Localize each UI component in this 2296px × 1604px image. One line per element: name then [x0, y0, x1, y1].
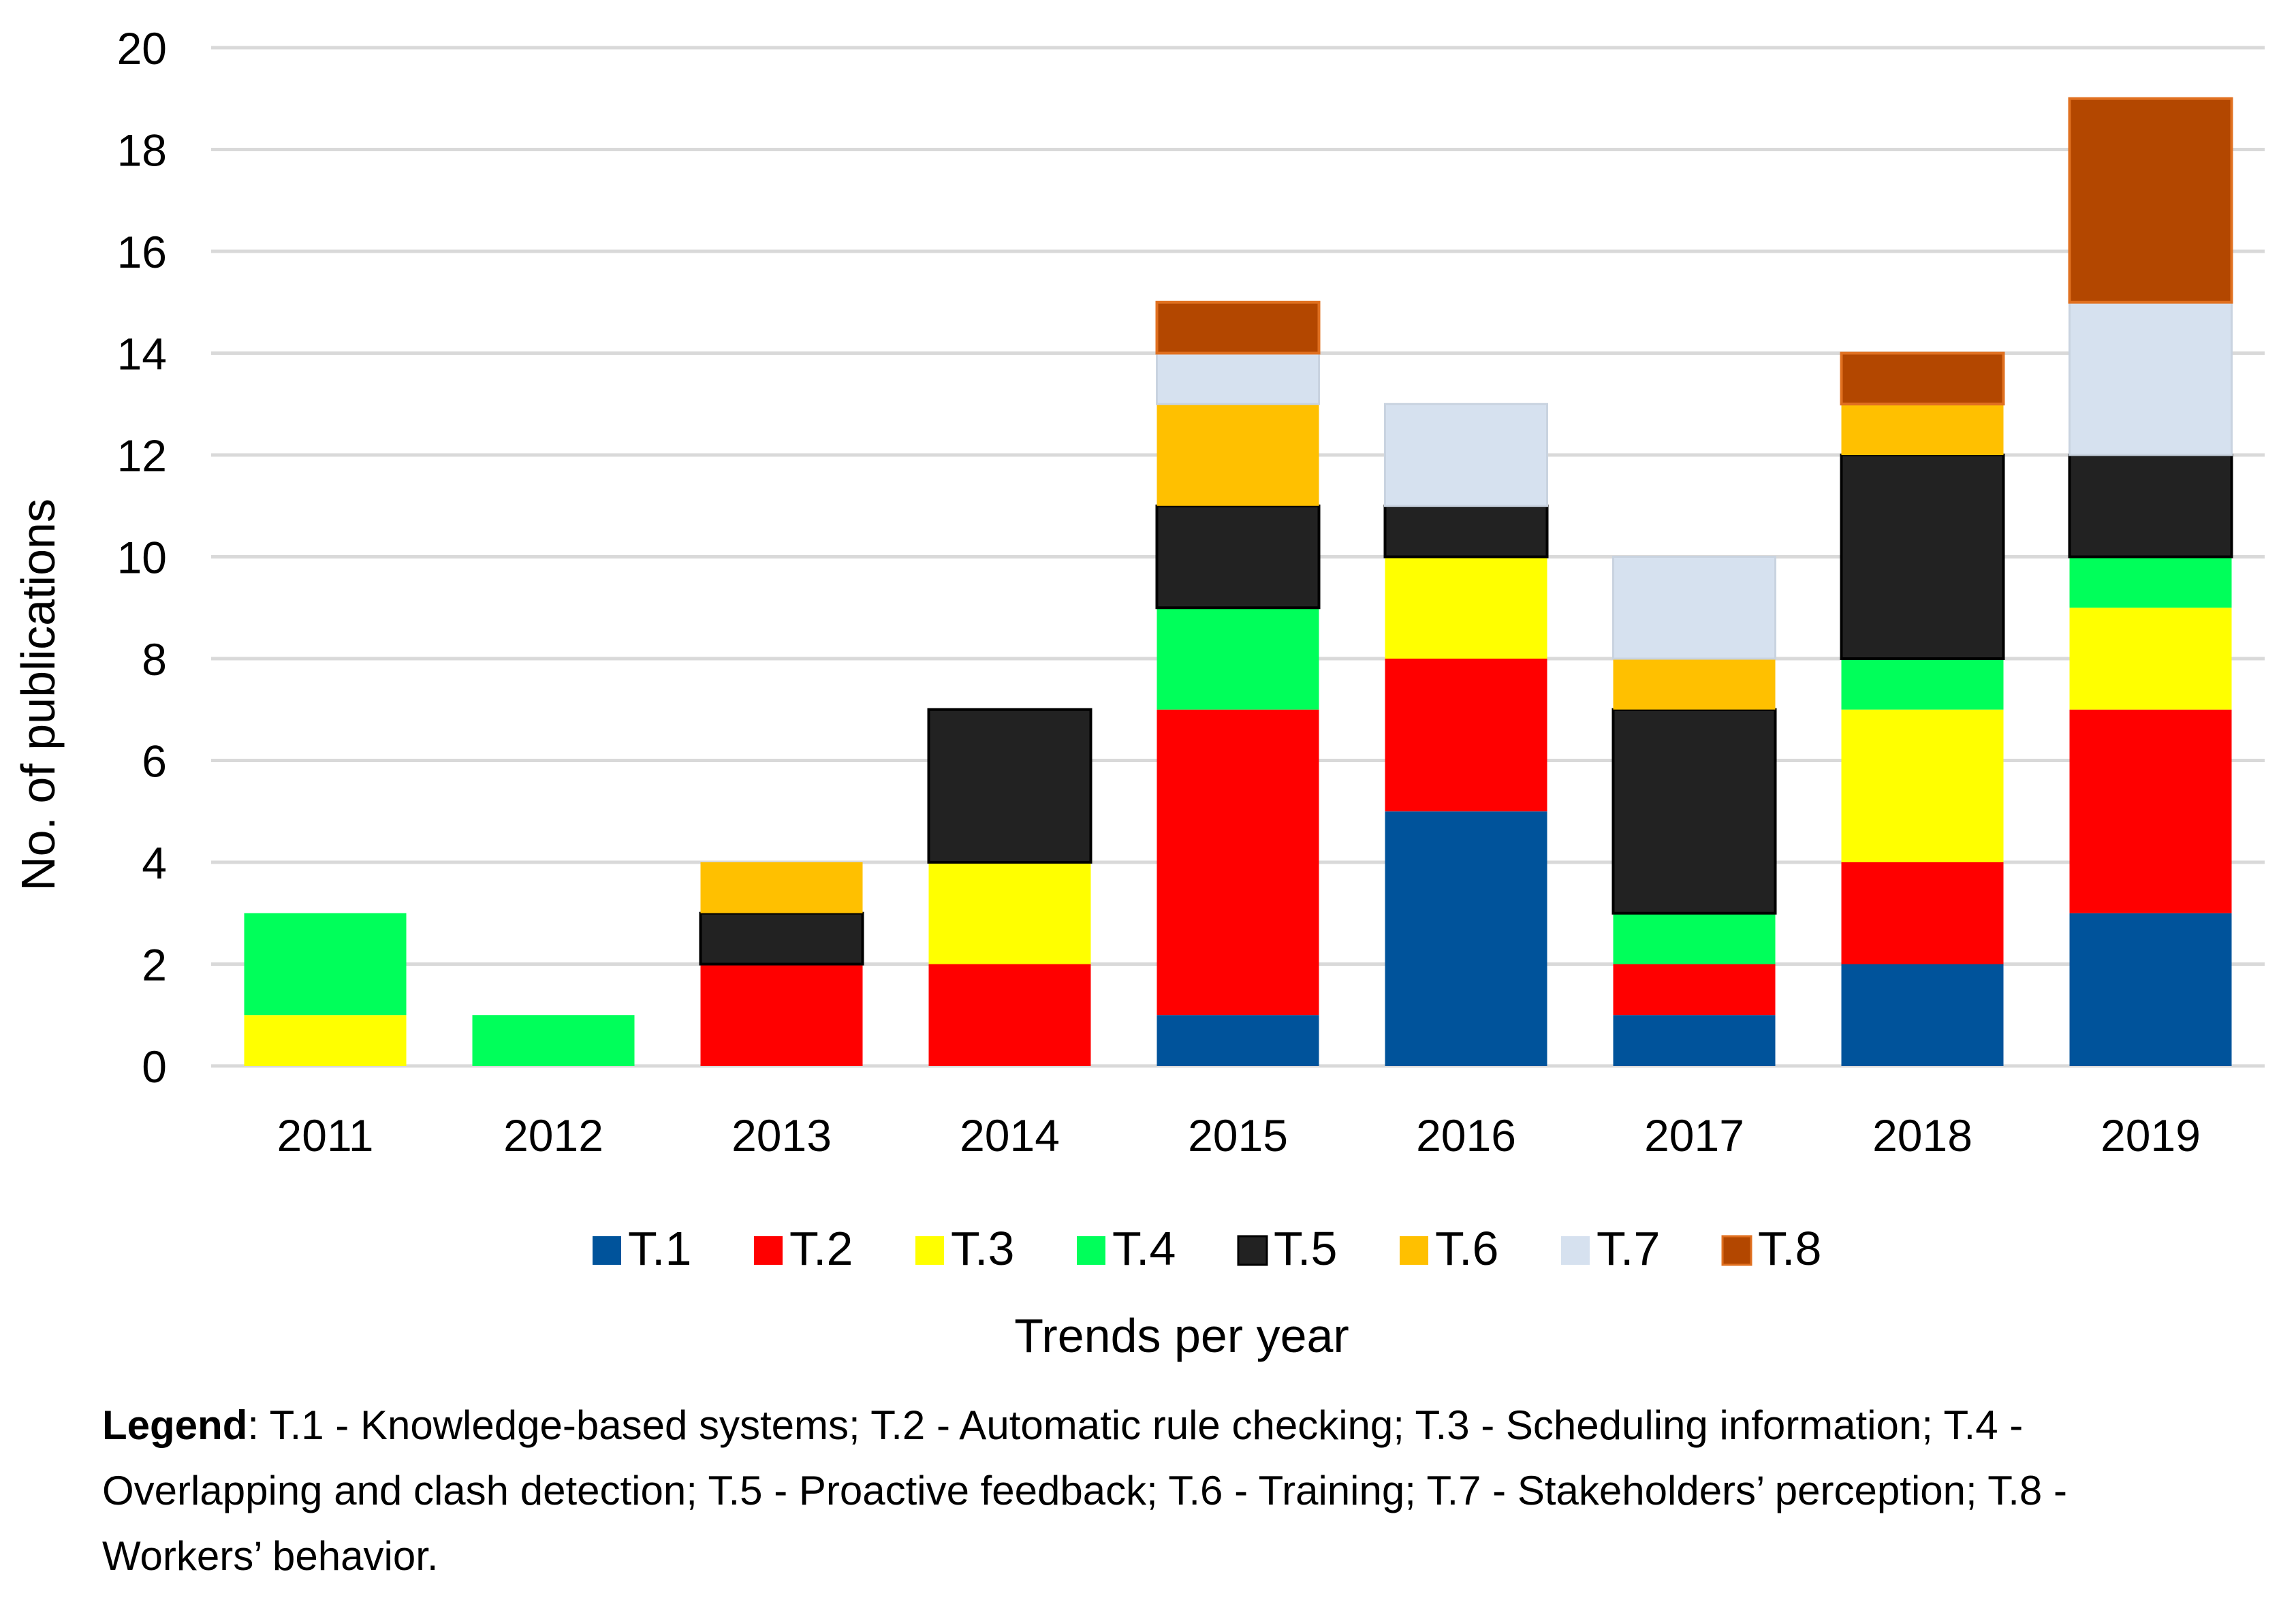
bar-2017-T5 [1611, 708, 1777, 915]
x-axis-label: Trends per year [1014, 1309, 1349, 1362]
y-axis-ticks: 0 2 4 6 8 10 12 14 16 18 20 [117, 23, 167, 1092]
y-tick-label: 12 [117, 430, 167, 481]
bar-2015-T6 [1157, 404, 1319, 506]
bar-2013-T2 [700, 964, 863, 1066]
bar-2018-T2 [1841, 862, 2004, 964]
legend-swatch-T7 [1561, 1236, 1590, 1265]
y-tick-label: 6 [142, 736, 167, 787]
legend-swatch-T6 [1400, 1236, 1428, 1265]
x-tick-label: 2011 [277, 1110, 374, 1161]
legend-label-T5: T.5 [1274, 1222, 1337, 1275]
bar-2017-T7 [1612, 556, 1776, 660]
bar-2016-T2 [1385, 659, 1547, 812]
x-tick-label: 2017 [1644, 1110, 1744, 1161]
bar-2016-T1 [1385, 811, 1547, 1066]
bar-2019-T8 [2068, 97, 2233, 304]
bar-2015-T5 [1155, 504, 1321, 610]
x-tick-label: 2013 [732, 1110, 832, 1161]
legend-swatch-T3 [915, 1236, 944, 1265]
bar-2015-T7 [1156, 352, 1320, 405]
legend-label-T2: T.2 [789, 1222, 853, 1275]
legend-caption: Legend: T.1 - Knowledge-based systems; T… [102, 1393, 2214, 1589]
y-tick-label: 16 [117, 227, 167, 277]
bar-2012-T4 [472, 1015, 635, 1066]
bar-2018-T4 [1841, 659, 2004, 710]
legend-caption-bold: Legend [102, 1402, 248, 1448]
bar-2015-T2 [1157, 709, 1319, 1016]
bar-2018-T6 [1841, 404, 2004, 455]
y-axis-label: No. of publications [12, 499, 65, 891]
legend-label-T3: T.3 [951, 1222, 1014, 1275]
bar-2019-T1 [2069, 913, 2232, 1066]
x-tick-label: 2012 [503, 1110, 603, 1161]
bar-2014-T5 [927, 708, 1092, 864]
bar-2017-T4 [1613, 913, 1776, 964]
bar-2015-T8 [1155, 300, 1321, 355]
bar-2013-T5 [699, 911, 864, 966]
x-tick-label: 2018 [1872, 1110, 1972, 1161]
y-tick-label: 14 [117, 329, 167, 379]
bar-2018-T8 [1840, 351, 2005, 406]
legend: T.1 T.2 T.3 T.4 T.5 T.6 T.7 T.8 [593, 1222, 1821, 1275]
bar-2011-T4 [244, 913, 407, 1016]
legend-label-T6: T.6 [1435, 1222, 1498, 1275]
bar-2016-T7 [1384, 403, 1548, 507]
legend-swatch-T5 [1237, 1235, 1268, 1266]
bar-2016-T5 [1383, 504, 1549, 559]
legend-swatch-T8 [1721, 1235, 1752, 1266]
bar-2017-T6 [1613, 659, 1776, 710]
bar-2018-T5 [1840, 454, 2005, 660]
legend-label-T7: T.7 [1597, 1222, 1660, 1275]
bar-2019-T2 [2069, 709, 2232, 913]
bar-2019-T5 [2068, 454, 2233, 559]
y-tick-label: 8 [142, 634, 167, 685]
legend-swatch-T4 [1077, 1236, 1105, 1265]
bar-2019-T4 [2069, 556, 2232, 608]
bar-2016-T3 [1385, 556, 1547, 659]
y-tick-label: 20 [117, 23, 167, 74]
y-tick-label: 18 [117, 125, 167, 176]
y-tick-label: 4 [142, 838, 167, 888]
x-tick-label: 2014 [960, 1110, 1060, 1161]
bar-2019-T3 [2069, 608, 2232, 710]
bar-2013-T6 [700, 862, 863, 913]
bar-2011-T3 [244, 1015, 407, 1066]
bars [244, 97, 2233, 1066]
x-tick-label: 2019 [2101, 1110, 2201, 1161]
y-tick-label: 10 [117, 533, 167, 583]
legend-swatch-T2 [754, 1236, 783, 1265]
bar-2017-T2 [1613, 964, 1776, 1016]
legend-label-T4: T.4 [1112, 1222, 1176, 1275]
bar-2015-T4 [1157, 608, 1319, 710]
bar-2015-T1 [1157, 1015, 1319, 1066]
y-tick-label: 0 [142, 1041, 167, 1092]
bar-2014-T3 [928, 862, 1091, 964]
bar-2018-T3 [1841, 709, 2004, 862]
legend-label-T1: T.1 [628, 1222, 691, 1275]
x-tick-label: 2016 [1416, 1110, 1516, 1161]
bar-2014-T2 [928, 964, 1091, 1066]
legend-label-T8: T.8 [1758, 1222, 1821, 1275]
legend-swatch-T1 [593, 1236, 621, 1265]
x-axis-ticks: 2011 2012 2013 2014 2015 2016 2017 2018 2019 [277, 1110, 2201, 1161]
x-tick-label: 2015 [1188, 1110, 1288, 1161]
bar-2019-T7 [2069, 301, 2233, 456]
bar-2017-T1 [1613, 1015, 1776, 1066]
bar-2018-T1 [1841, 964, 2004, 1066]
y-tick-label: 2 [142, 940, 167, 990]
legend-caption-text: : T.1 - Knowledge-based systems; T.2 - A… [102, 1402, 2067, 1579]
